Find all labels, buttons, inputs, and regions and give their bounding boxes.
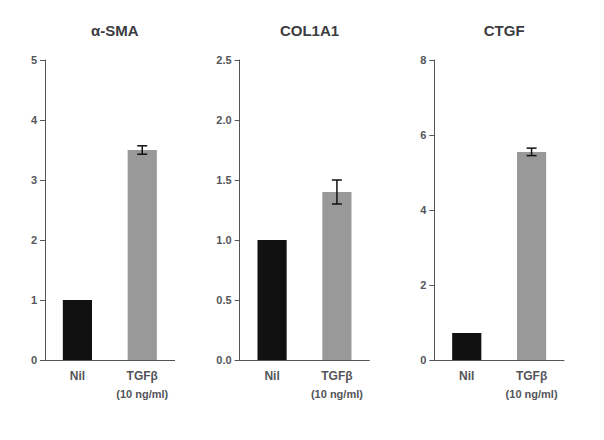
svg-text:α-SMA: α-SMA <box>91 22 139 39</box>
svg-text:CTGF: CTGF <box>484 22 525 39</box>
svg-text:TGFβ: TGFβ <box>321 369 352 383</box>
svg-text:COL1A1: COL1A1 <box>280 22 339 39</box>
svg-text:6: 6 <box>420 129 426 141</box>
svg-text:0.0: 0.0 <box>216 354 231 366</box>
svg-text:8: 8 <box>420 54 426 66</box>
svg-text:Nil: Nil <box>70 369 85 383</box>
svg-text:0: 0 <box>420 354 426 366</box>
svg-text:4: 4 <box>31 114 38 126</box>
svg-text:2: 2 <box>31 234 37 246</box>
svg-text:0.5: 0.5 <box>216 294 231 306</box>
svg-text:2: 2 <box>420 279 426 291</box>
svg-text:1.0: 1.0 <box>216 234 231 246</box>
svg-text:(10 ng/ml): (10 ng/ml) <box>506 388 558 400</box>
svg-text:1.5: 1.5 <box>216 174 231 186</box>
svg-text:1: 1 <box>31 294 37 306</box>
svg-text:Nil: Nil <box>264 369 279 383</box>
svg-text:TGFβ: TGFβ <box>127 369 158 383</box>
svg-text:5: 5 <box>31 54 37 66</box>
svg-text:2.0: 2.0 <box>216 114 231 126</box>
svg-text:3: 3 <box>31 174 37 186</box>
svg-text:TGFβ: TGFβ <box>516 369 547 383</box>
svg-text:0: 0 <box>31 354 37 366</box>
svg-text:2.5: 2.5 <box>216 54 231 66</box>
svg-text:(10 ng/ml): (10 ng/ml) <box>116 388 168 400</box>
svg-text:4: 4 <box>420 204 427 216</box>
svg-text:Nil: Nil <box>459 369 474 383</box>
svg-text:(10 ng/ml): (10 ng/ml) <box>311 388 363 400</box>
